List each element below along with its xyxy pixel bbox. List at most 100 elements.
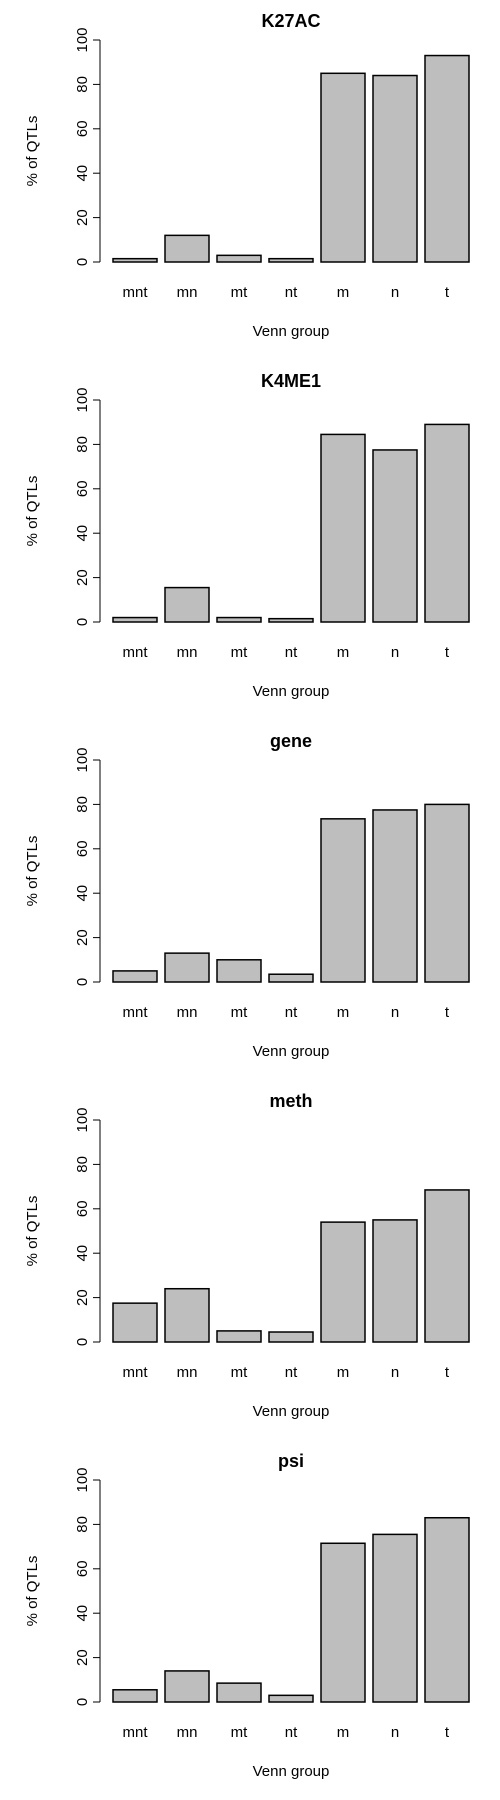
y-axis-label: % of QTLs bbox=[24, 836, 41, 907]
x-category-label: t bbox=[445, 644, 450, 661]
chart-title: K27AC bbox=[261, 11, 320, 31]
bar-t bbox=[424, 54, 470, 263]
y-tick-label: 80 bbox=[74, 1156, 91, 1173]
y-tick-label: 60 bbox=[74, 480, 91, 497]
x-category-label: n bbox=[391, 644, 399, 661]
bar-mn bbox=[164, 586, 210, 623]
x-category-label: mnt bbox=[122, 284, 148, 301]
x-category-label: nt bbox=[285, 1004, 298, 1021]
bar-m bbox=[320, 1221, 366, 1343]
bar-mt bbox=[216, 959, 262, 983]
y-tick-label: 80 bbox=[74, 76, 91, 93]
x-category-label: m bbox=[337, 1364, 350, 1381]
x-axis-label: Venn group bbox=[253, 1043, 330, 1060]
bar-mt bbox=[216, 1682, 262, 1703]
bar-mn bbox=[164, 234, 210, 263]
x-category-label: nt bbox=[285, 284, 298, 301]
x-category-label: mnt bbox=[122, 1004, 148, 1021]
x-category-label: mt bbox=[231, 1364, 248, 1381]
y-tick-label: 20 bbox=[74, 1649, 91, 1666]
x-category-label: mn bbox=[177, 644, 198, 661]
bar-mn bbox=[164, 1287, 210, 1343]
y-tick-label: 0 bbox=[74, 1698, 91, 1706]
x-category-label: mt bbox=[231, 284, 248, 301]
y-tick-label: 0 bbox=[74, 258, 91, 266]
x-category-label: n bbox=[391, 1004, 399, 1021]
x-category-label: mn bbox=[177, 1364, 198, 1381]
x-category-label: m bbox=[337, 1004, 350, 1021]
bar-mnt bbox=[112, 1302, 158, 1343]
y-tick-label: 80 bbox=[74, 1516, 91, 1533]
bar-mn bbox=[164, 1670, 210, 1703]
chart-title: meth bbox=[269, 1091, 312, 1111]
y-tick-label: 20 bbox=[74, 1289, 91, 1306]
bar-mn bbox=[164, 952, 210, 983]
x-category-label: m bbox=[337, 284, 350, 301]
x-category-label: t bbox=[445, 1364, 450, 1381]
x-category-label: mnt bbox=[122, 1724, 148, 1741]
bar-nt bbox=[268, 257, 314, 263]
bar-t bbox=[424, 423, 470, 623]
x-category-label: n bbox=[391, 1724, 399, 1741]
x-category-label: mnt bbox=[122, 1364, 148, 1381]
bar-nt bbox=[268, 973, 314, 983]
bar-n bbox=[372, 74, 418, 263]
bar-mt bbox=[216, 1330, 262, 1343]
x-axis-label: Venn group bbox=[253, 1763, 330, 1780]
y-tick-label: 80 bbox=[74, 436, 91, 453]
y-tick-label: 60 bbox=[74, 1200, 91, 1217]
x-category-label: t bbox=[445, 1004, 450, 1021]
bar-n bbox=[372, 1533, 418, 1703]
x-category-label: nt bbox=[285, 644, 298, 661]
y-tick-label: 60 bbox=[74, 840, 91, 857]
y-tick-label: 40 bbox=[74, 165, 91, 182]
x-category-label: m bbox=[337, 1724, 350, 1741]
y-tick-label: 100 bbox=[74, 27, 91, 52]
x-category-label: mt bbox=[231, 644, 248, 661]
x-category-label: mn bbox=[177, 1724, 198, 1741]
bar-nt bbox=[268, 1331, 314, 1343]
bar-mnt bbox=[112, 1689, 158, 1703]
y-axis-label: % of QTLs bbox=[24, 476, 41, 547]
y-axis-label: % of QTLs bbox=[24, 1196, 41, 1267]
bar-m bbox=[320, 433, 366, 623]
chart-title: gene bbox=[270, 731, 312, 751]
chart-title: K4ME1 bbox=[261, 371, 321, 391]
x-category-label: t bbox=[445, 1724, 450, 1741]
y-tick-label: 80 bbox=[74, 796, 91, 813]
bar-mnt bbox=[112, 257, 158, 263]
bar-n bbox=[372, 809, 418, 983]
x-axis-label: Venn group bbox=[253, 323, 330, 340]
y-tick-label: 20 bbox=[74, 209, 91, 226]
y-tick-label: 40 bbox=[74, 885, 91, 902]
x-category-label: nt bbox=[285, 1364, 298, 1381]
y-tick-label: 0 bbox=[74, 1338, 91, 1346]
y-axis-label: % of QTLs bbox=[24, 116, 41, 187]
y-tick-label: 20 bbox=[74, 929, 91, 946]
y-tick-label: 0 bbox=[74, 978, 91, 986]
x-category-label: nt bbox=[285, 1724, 298, 1741]
x-axis-label: Venn group bbox=[253, 683, 330, 700]
y-tick-label: 20 bbox=[74, 569, 91, 586]
bar-m bbox=[320, 818, 366, 983]
bar-mnt bbox=[112, 616, 158, 623]
bar-t bbox=[424, 1189, 470, 1343]
y-tick-label: 40 bbox=[74, 525, 91, 542]
x-category-label: t bbox=[445, 284, 450, 301]
y-tick-label: 100 bbox=[74, 1467, 91, 1492]
x-category-label: mt bbox=[231, 1724, 248, 1741]
bar-t bbox=[424, 1516, 470, 1703]
x-category-label: mt bbox=[231, 1004, 248, 1021]
bar-nt bbox=[268, 1694, 314, 1703]
y-tick-label: 60 bbox=[74, 120, 91, 137]
bar-mnt bbox=[112, 970, 158, 983]
y-axis-label: % of QTLs bbox=[24, 1556, 41, 1627]
x-category-label: mn bbox=[177, 1004, 198, 1021]
x-category-label: n bbox=[391, 284, 399, 301]
